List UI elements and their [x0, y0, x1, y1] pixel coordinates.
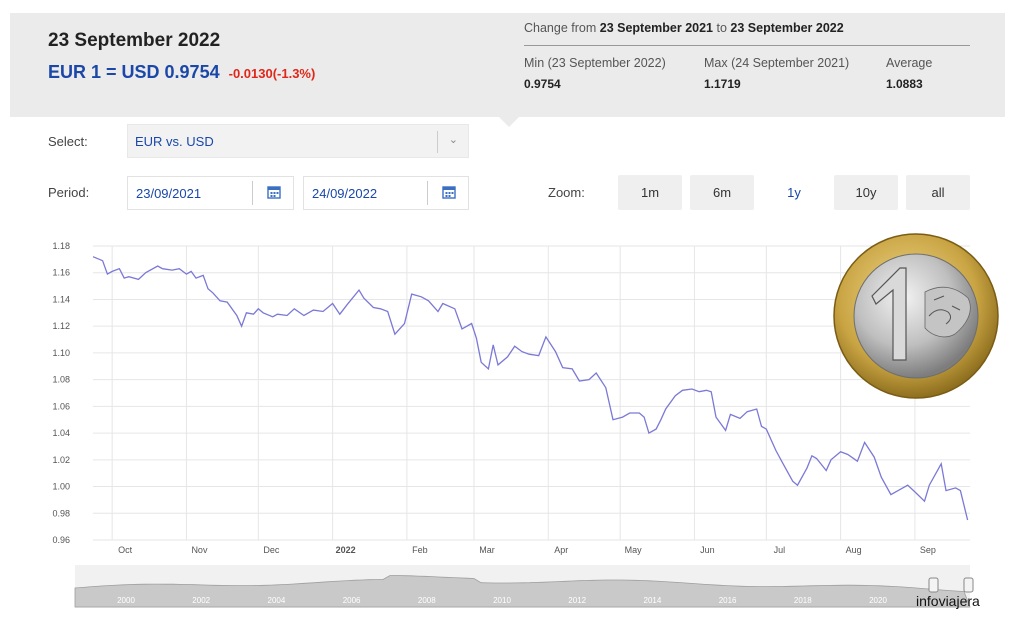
y-tick-label: 1.00 [52, 482, 70, 492]
navigator-year-label: 2008 [418, 596, 436, 605]
navigator-year-label: 2000 [117, 596, 135, 605]
x-axis: Oct Nov Dec 2022 Feb Mar Apr May Jun Jul Aug Sep [118, 545, 936, 555]
x-tick-label: Sep [920, 545, 936, 555]
average-label: Average [886, 56, 933, 70]
x-tick-label: Dec [263, 545, 280, 555]
y-tick-label: 1.06 [52, 401, 70, 411]
y-tick-label: 1.16 [52, 268, 70, 278]
currency-pair-value: EUR vs. USD [135, 134, 214, 149]
currency-pair-select[interactable]: EUR vs. USD ⌄ [127, 124, 469, 158]
date-from-divider [252, 181, 253, 205]
average-value: 1.0883 [886, 77, 923, 91]
date-title: 23 September 2022 [48, 30, 221, 51]
navigator-area [74, 575, 971, 608]
date-to-input[interactable]: 24/09/2022 [303, 176, 469, 210]
chart-grid [93, 245, 970, 541]
y-tick-label: 1.14 [52, 294, 70, 304]
select-label: Select: [48, 134, 88, 149]
zoom-1m-button[interactable]: 1m [618, 175, 682, 210]
zoom-6m-button[interactable]: 6m [690, 175, 754, 210]
navigator-year-label: 2018 [794, 596, 812, 605]
calendar-icon[interactable] [267, 185, 281, 199]
navigator-year-label: 2002 [192, 596, 210, 605]
rate-change: -0.0130(-1.3%) [228, 66, 316, 81]
x-tick-label: Jun [700, 545, 715, 555]
change-to-word: to [716, 21, 727, 35]
date-to-divider [427, 181, 428, 205]
change-period: Change from 23 September 2021 to 23 Sept… [524, 21, 844, 35]
navigator-year-label: 2020 [869, 596, 887, 605]
x-tick-label: Feb [412, 545, 428, 555]
period-label: Period: [48, 185, 90, 200]
watermark: infoviajera [916, 593, 980, 609]
navigator-year-label: 2010 [493, 596, 511, 605]
zoom-all-button[interactable]: all [906, 175, 970, 210]
change-to: 23 September 2022 [730, 21, 844, 35]
y-tick-label: 1.18 [52, 241, 70, 251]
exchange-rate: EUR 1 = USD 0.9754 -0.0130(-1.3%) [48, 62, 315, 83]
max-value: 1.1719 [704, 77, 741, 91]
y-tick-label: 0.96 [52, 535, 70, 545]
min-value: 0.9754 [524, 77, 561, 91]
y-tick-label: 1.02 [52, 455, 70, 465]
navigator-handle-right[interactable] [963, 577, 974, 593]
navigator-year-label: 2014 [644, 596, 662, 605]
summary-panel: 23 September 2022 EUR 1 = USD 0.9754 -0.… [10, 13, 1005, 117]
navigator-labels: 2000 2002 2004 2006 2008 2010 2012 2014 2016 2018… [117, 596, 887, 605]
min-label: Min (23 September 2022) [524, 56, 666, 70]
date-from-input[interactable]: 23/09/2021 [127, 176, 294, 210]
panel-pointer [498, 116, 520, 127]
y-tick-label: 1.12 [52, 321, 70, 331]
change-from: 23 September 2021 [599, 21, 714, 35]
zoom-10y-button[interactable]: 10y [834, 175, 898, 210]
change-prefix: Change from [524, 21, 597, 35]
date-from-value: 23/09/2021 [136, 186, 202, 201]
series-line [92, 256, 969, 521]
select-divider [437, 131, 438, 153]
navigator-handle-left[interactable] [928, 577, 939, 593]
x-tick-label: Aug [846, 545, 862, 555]
chevron-down-icon: ⌄ [448, 134, 458, 146]
navigator-year-label: 2004 [268, 596, 286, 605]
x-tick-label: Jul [774, 545, 786, 555]
rate-text: EUR 1 = USD 0.9754 [48, 62, 220, 82]
max-label: Max (24 September 2021) [704, 56, 850, 70]
x-tick-label: Mar [479, 545, 495, 555]
navigator-year-label: 2012 [568, 596, 586, 605]
date-to-value: 24/09/2022 [312, 186, 378, 201]
x-tick-label: Oct [118, 545, 133, 555]
euro-coin-icon [833, 233, 999, 399]
navigator-year-label: 2006 [343, 596, 361, 605]
calendar-icon[interactable] [442, 185, 456, 199]
navigator-year-label: 2016 [719, 596, 737, 605]
y-tick-label: 1.08 [52, 375, 70, 385]
divider [524, 45, 970, 46]
y-tick-label: 1.04 [52, 428, 70, 438]
y-tick-label: 0.98 [52, 508, 70, 518]
zoom-label: Zoom: [548, 185, 585, 200]
y-axis: 1.18 1.16 1.14 1.12 1.10 1.08 1.06 1.04 1.02 1.00… [52, 241, 70, 545]
y-tick-label: 1.10 [52, 348, 70, 358]
x-tick-label: Apr [554, 545, 568, 555]
zoom-1y-button[interactable]: 1y [787, 185, 801, 200]
x-tick-label: 2022 [336, 545, 356, 555]
x-tick-label: Nov [191, 545, 208, 555]
x-tick-label: May [625, 545, 643, 555]
range-navigator[interactable]: 2000 2002 2004 2006 2008 2010 2012 2014 2016 2018… [74, 565, 974, 608]
